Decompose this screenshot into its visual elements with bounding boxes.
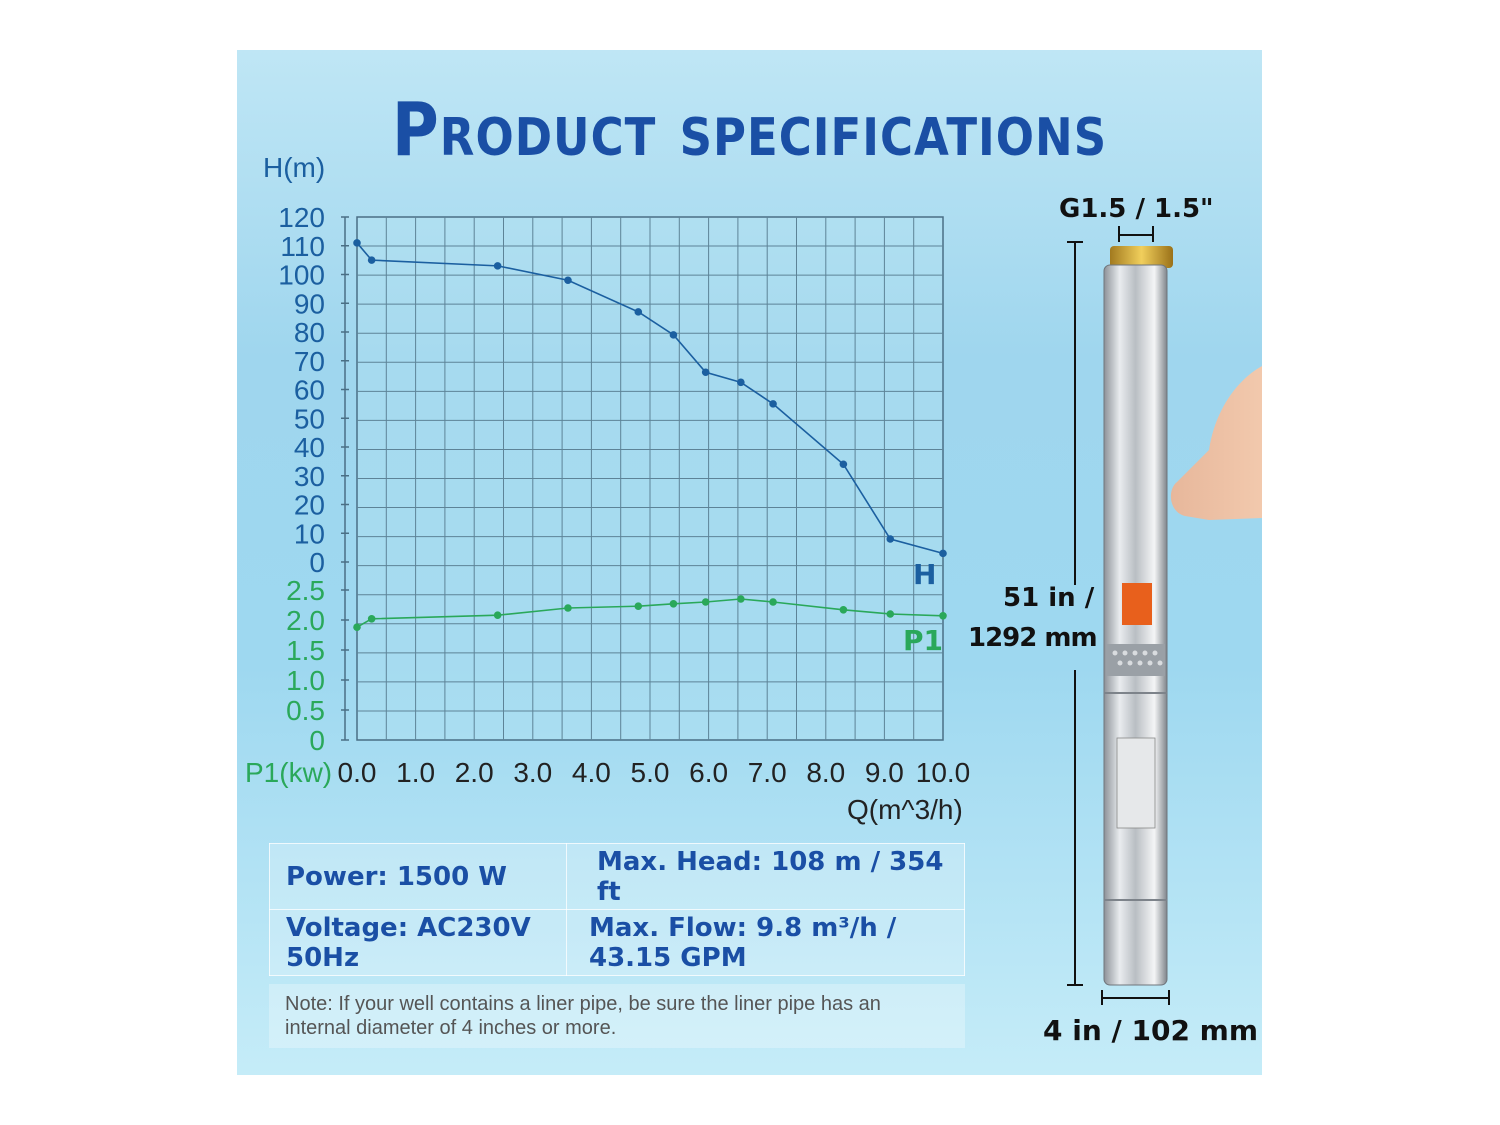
spec-table: Power: 1500 W Max. Head: 108 m / 354 ft … — [269, 843, 965, 976]
head-tick-label: 10 — [294, 518, 325, 549]
point-h — [701, 368, 710, 377]
length-mm: 1292 mm — [968, 623, 1098, 653]
point-p1 — [886, 610, 895, 618]
head-tick-label: 70 — [294, 346, 325, 377]
x-tick-label: 1.0 — [396, 757, 435, 788]
head-tick-label: 80 — [294, 317, 325, 348]
point-h — [367, 256, 376, 264]
head-tick-label: 30 — [294, 461, 325, 492]
head-tick-label: 90 — [294, 288, 325, 319]
point-p1 — [939, 612, 947, 620]
power-tick-label: 0.5 — [286, 695, 325, 726]
point-h — [839, 460, 848, 469]
head-tick-label: 50 — [294, 403, 325, 434]
power-tick-label: 2.0 — [286, 605, 325, 636]
length-in: 51 in / — [1003, 583, 1095, 613]
point-p1 — [493, 611, 502, 619]
head-tick-label: 120 — [278, 202, 325, 233]
head-tick-label: 0 — [309, 547, 325, 578]
x-tick-label: 10.0 — [916, 757, 971, 788]
point-p1 — [367, 615, 376, 623]
pump-body — [1103, 264, 1168, 986]
point-p1 — [353, 623, 361, 631]
point-h — [353, 239, 361, 247]
x-tick-label: 2.0 — [455, 757, 494, 788]
point-h — [634, 308, 643, 316]
chart-grid — [344, 216, 944, 741]
spec-voltage: Voltage: AC230V 50Hz — [269, 909, 567, 976]
spec-power: Power: 1500 W — [269, 843, 567, 910]
note-text: Note: If your well contains a liner pipe… — [269, 984, 965, 1048]
power-tick-label: 1.5 — [286, 635, 325, 666]
spec-max-flow: Max. Flow: 9.8 m³/h / 43.15 GPM — [566, 909, 965, 976]
inlet-screen — [1106, 644, 1165, 676]
x-tick-label: 9.0 — [865, 757, 904, 788]
screen-holes — [1112, 650, 1163, 666]
head-tick-label: 110 — [280, 231, 325, 262]
x-tick-label: 0.0 — [338, 757, 377, 788]
point-h — [769, 400, 777, 408]
head-tick-label: 40 — [294, 432, 325, 463]
point-h — [939, 549, 947, 558]
head-tick-label: 60 — [294, 375, 325, 406]
spec-max-head: Max. Head: 108 m / 354 ft — [566, 843, 965, 910]
point-p1 — [769, 598, 777, 606]
point-p1 — [839, 606, 848, 614]
pump-cap — [1110, 246, 1173, 268]
head-axis-title: H(m) — [263, 152, 326, 183]
x-tick-label: 3.0 — [513, 757, 552, 788]
diameter: 4 in / 102 mm — [1043, 1014, 1259, 1047]
hand — [1170, 366, 1262, 520]
legend-h: H — [913, 558, 937, 591]
x-tick-label: 4.0 — [572, 757, 611, 788]
point-p1 — [669, 600, 678, 608]
point-h — [737, 378, 745, 387]
point-h — [564, 276, 572, 285]
warning-label — [1122, 583, 1152, 625]
x-axis-ticks: 0.0 1.0 2.0 3.0 4.0 5.0 6.0 7.0 8.0 9.0 10.0 — [338, 757, 971, 788]
point-p1 — [634, 602, 643, 610]
power-tick-label: 1.0 — [286, 665, 325, 696]
head-tick-label: 100 — [278, 260, 325, 291]
x-tick-label: 7.0 — [748, 757, 787, 788]
point-h — [493, 262, 502, 270]
series-layer — [353, 239, 947, 631]
x-tick-label: 6.0 — [689, 757, 728, 788]
x-axis-title: Q(m^3/h) — [847, 794, 963, 825]
point-p1 — [701, 598, 710, 606]
outlet-size: G1.5 / 1.5" — [1059, 194, 1214, 224]
point-h — [669, 331, 678, 339]
series-line-p1 — [356, 598, 944, 628]
spec-panel: Product specifications 0 10 20 30 40 50 60 70 80… — [237, 50, 1262, 1075]
legend-p1: P1 — [903, 624, 944, 657]
power-tick-label: 0 — [309, 725, 325, 756]
series-line-h — [356, 242, 944, 555]
point-p1 — [737, 595, 745, 603]
power-axis-ticks: 00.51.01.52.02.5 — [286, 575, 349, 756]
power-tick-label: 2.5 — [286, 575, 325, 606]
page-title: Product specifications — [391, 88, 1108, 174]
dimension-lines — [1067, 226, 1170, 1005]
head-tick-label: 20 — [294, 490, 325, 521]
x-tick-label: 5.0 — [631, 757, 670, 788]
x-tick-label: 8.0 — [806, 757, 845, 788]
power-axis-title: P1(kw) — [245, 757, 333, 788]
point-h — [886, 535, 895, 543]
rating-plate — [1116, 737, 1156, 829]
point-p1 — [564, 604, 572, 612]
